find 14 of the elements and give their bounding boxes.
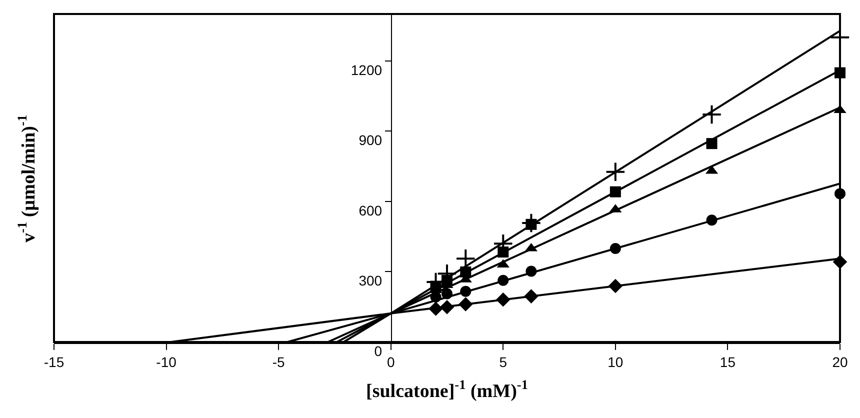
- x-tick-label: -15: [44, 354, 64, 370]
- y-tick-label: 300: [358, 272, 382, 289]
- x-tick-label: 0: [386, 354, 395, 370]
- x-tick-label: 20: [832, 354, 848, 370]
- y-tick-label: 0: [374, 342, 382, 359]
- y-tick-label: 1200: [350, 62, 382, 78]
- y-tick-label: 600: [358, 202, 382, 218]
- x-tick-label: 5: [499, 354, 508, 370]
- x-tick-label: -10: [156, 354, 177, 370]
- x-tick-label: -5: [272, 354, 286, 370]
- x-tick-label: 15: [720, 354, 736, 370]
- y-tick-label: 900: [358, 132, 382, 148]
- x-axis-title: [sulcatone]$^{-1}$ (mM)$^{-1}$: [366, 377, 528, 402]
- x-tick-label: 10: [608, 354, 624, 370]
